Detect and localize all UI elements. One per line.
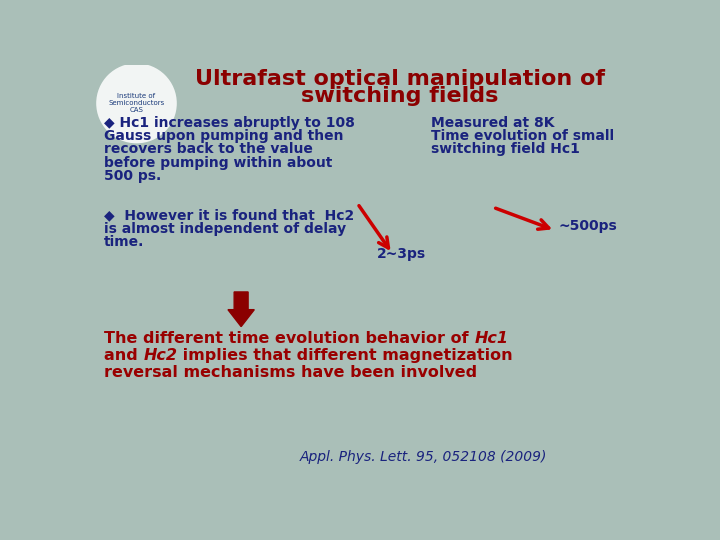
Text: 2~3ps: 2~3ps	[377, 247, 426, 261]
Text: Measured at 8K: Measured at 8K	[431, 116, 554, 130]
Text: Time evolution of small: Time evolution of small	[431, 130, 614, 143]
Text: switching fields: switching fields	[301, 86, 499, 106]
Text: ◆  However it is found that  Hc2: ◆ However it is found that Hc2	[104, 208, 354, 222]
Text: Ultrafast optical manipulation of: Ultrafast optical manipulation of	[195, 70, 605, 90]
Text: Hc1: Hc1	[474, 331, 508, 346]
Text: is almost independent of delay: is almost independent of delay	[104, 222, 346, 236]
Text: reversal mechanisms have been involved: reversal mechanisms have been involved	[104, 364, 477, 380]
Text: Institute of
Semiconductors
CAS: Institute of Semiconductors CAS	[109, 93, 165, 113]
Text: ~500ps: ~500ps	[559, 219, 618, 233]
FancyArrow shape	[228, 292, 254, 327]
Text: and: and	[104, 348, 143, 363]
Text: switching field Hc1: switching field Hc1	[431, 143, 580, 157]
Text: time.: time.	[104, 235, 144, 249]
Text: before pumping within about: before pumping within about	[104, 156, 333, 170]
Text: 500 ps.: 500 ps.	[104, 168, 161, 183]
Text: Appl. Phys. Lett. 95, 052108 (2009): Appl. Phys. Lett. 95, 052108 (2009)	[300, 450, 547, 464]
Circle shape	[96, 63, 177, 143]
Text: implies that different magnetization: implies that different magnetization	[177, 348, 513, 363]
Text: Gauss upon pumping and then: Gauss upon pumping and then	[104, 130, 343, 143]
Text: Hc2: Hc2	[143, 348, 177, 363]
Text: The different time evolution behavior of: The different time evolution behavior of	[104, 331, 474, 346]
Text: recovers back to the value: recovers back to the value	[104, 143, 312, 157]
Text: ◆ Hc1 increases abruptly to 108: ◆ Hc1 increases abruptly to 108	[104, 116, 355, 130]
